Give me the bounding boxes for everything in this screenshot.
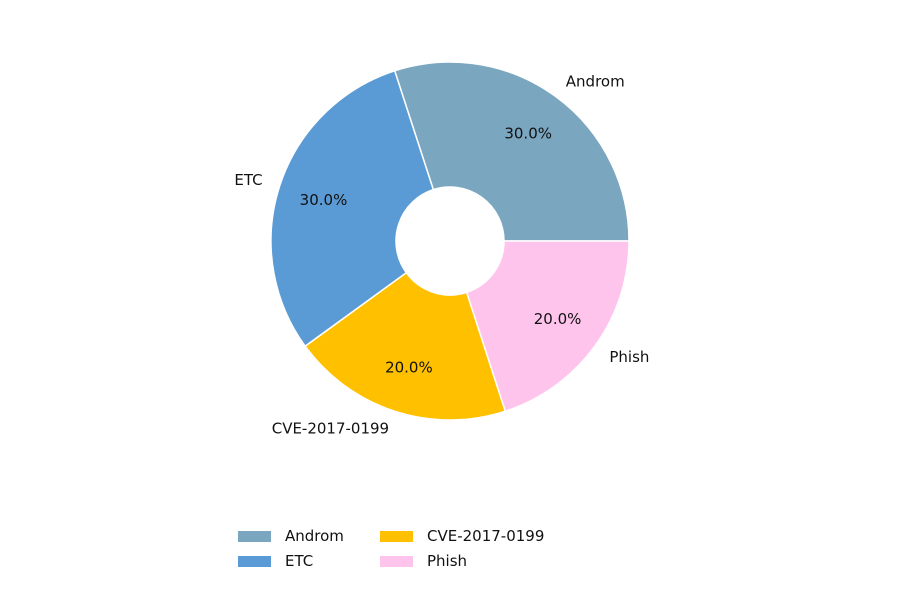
legend-entry-phish: Phish	[380, 552, 467, 570]
legend-swatch-cve-2017-0199	[380, 531, 413, 542]
percent-label-cve-2017-0199: 20.0%	[385, 358, 433, 376]
percent-labels: 30.0% 30.0% 20.0% 20.0%	[300, 124, 582, 376]
pie-slices	[270, 61, 630, 421]
legend-label-androm: Androm	[285, 527, 344, 545]
legend-swatch-etc	[238, 556, 271, 567]
legend-label-cve-2017-0199: CVE-2017-0199	[427, 527, 544, 545]
category-label-etc: ETC	[234, 171, 262, 189]
legend-swatch-phish	[380, 556, 413, 567]
legend-label-phish: Phish	[427, 552, 467, 570]
pie-slice-phish	[465, 240, 630, 413]
pie-slice-androm	[393, 61, 630, 242]
percent-label-androm: 30.0%	[504, 124, 552, 142]
percent-label-etc: 30.0%	[300, 191, 348, 209]
legend-label-etc: ETC	[285, 552, 313, 570]
pie-slice-etc	[270, 69, 435, 348]
category-label-androm: Androm	[566, 73, 625, 91]
pie-slice-cve-2017-0199	[304, 271, 507, 421]
category-labels: Androm ETC CVE-2017-0199 Phish	[234, 73, 649, 438]
legend-entry-cve-2017-0199: CVE-2017-0199	[380, 527, 544, 545]
percent-label-phish: 20.0%	[534, 310, 582, 328]
category-label-cve-2017-0199: CVE-2017-0199	[272, 419, 389, 437]
legend-entry-etc: ETC	[238, 552, 313, 570]
legend-swatch-androm	[238, 531, 271, 542]
category-label-phish: Phish	[609, 348, 649, 366]
legend: Androm ETC CVE-2017-0199 Phish	[238, 527, 544, 570]
legend-entry-androm: Androm	[238, 527, 344, 545]
